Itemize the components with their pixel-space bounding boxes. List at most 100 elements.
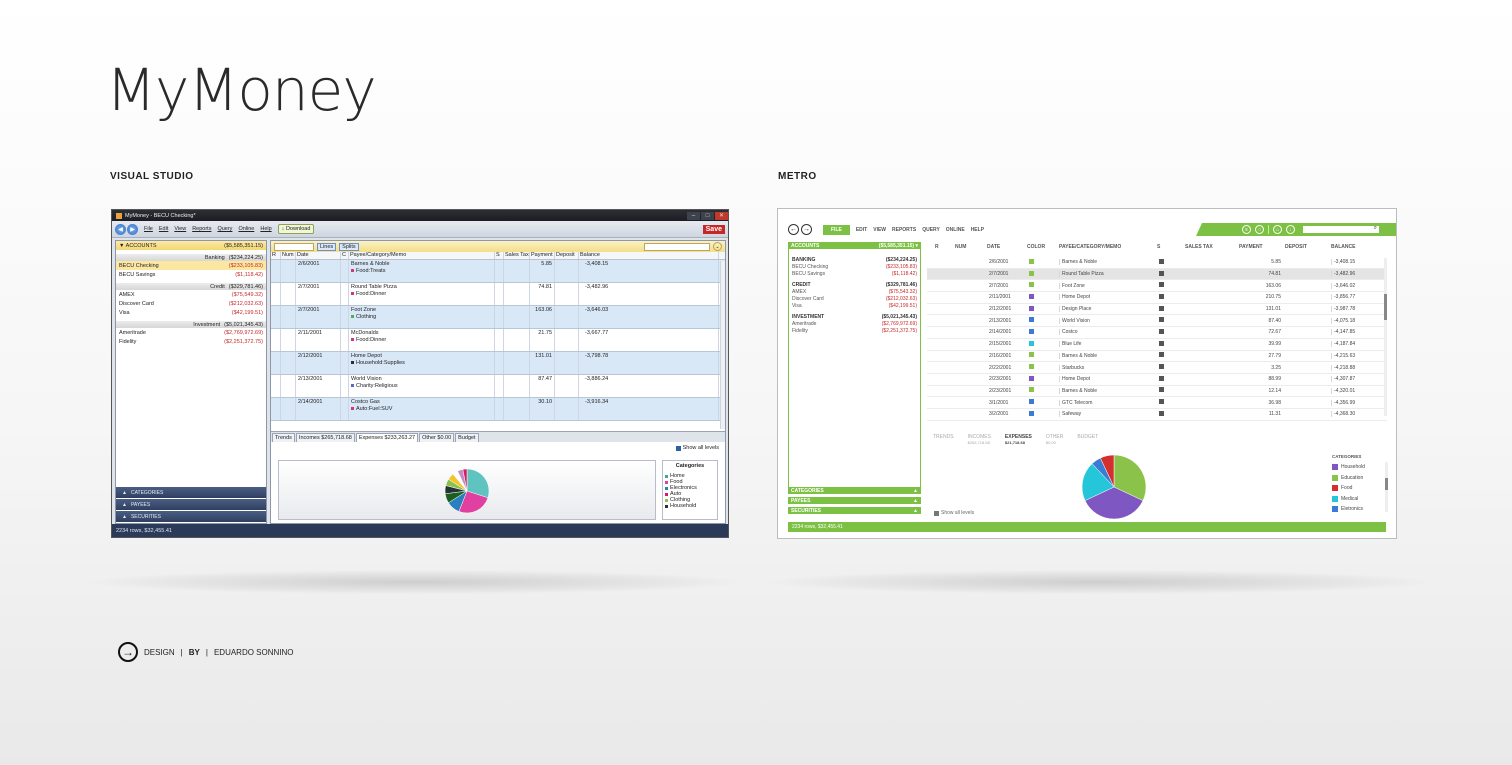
accounts-header[interactable]: ACCOUNTS ($5,585,351.15) ▾ bbox=[788, 242, 921, 249]
menu-online[interactable]: ONLINE bbox=[945, 227, 965, 233]
cell-color[interactable] bbox=[1027, 387, 1059, 394]
cell-payee[interactable]: Design Place bbox=[1059, 306, 1157, 313]
table-row[interactable]: 2/22/2001 Starbucks 3.25 -4,218.88 bbox=[927, 362, 1387, 374]
pie-slice[interactable] bbox=[1081, 463, 1115, 501]
cell-payee[interactable]: Costco bbox=[1059, 329, 1157, 336]
table-row[interactable]: 2/14/2001 Costco Gas Auto:Fuel:SUV 30.10 -3,… bbox=[271, 398, 725, 421]
account-item[interactable]: BECU Savings ($1,118.42) bbox=[116, 270, 266, 279]
cell-num[interactable] bbox=[281, 398, 296, 420]
table-row[interactable]: 2/7/2001 Foot Zone Clothing 163.06 -3,646.03 bbox=[271, 306, 725, 329]
cell-r[interactable] bbox=[271, 398, 281, 420]
table-row[interactable]: 2/7/2001 Round Table Pizza 74.81 -3,482.96 bbox=[927, 268, 1387, 281]
account-item[interactable]: Fidelity ($2,251,372.75) bbox=[116, 337, 266, 346]
menu-edit[interactable]: Edit bbox=[158, 226, 169, 232]
cell-c[interactable] bbox=[341, 306, 349, 328]
cell-s[interactable] bbox=[1157, 387, 1185, 394]
cell-num[interactable] bbox=[281, 306, 296, 328]
pie-slice[interactable] bbox=[466, 468, 490, 499]
cell-c[interactable] bbox=[341, 375, 349, 397]
account-group-header[interactable]: Credit ($329,781.46) bbox=[116, 283, 266, 290]
cell-balance[interactable]: -3,482.96 bbox=[579, 283, 719, 305]
legend-item[interactable]: Clothing bbox=[665, 497, 715, 503]
cell-balance[interactable]: -4,307.87 bbox=[1331, 376, 1381, 383]
cell-date[interactable]: 2/13/2001 bbox=[989, 317, 1012, 324]
cell-payee[interactable]: Safeway bbox=[1059, 411, 1157, 418]
back-icon[interactable]: ← bbox=[788, 224, 799, 235]
legend-item[interactable]: Home bbox=[665, 473, 715, 479]
account-item[interactable]: Fidelity ($2,251,372.75) bbox=[792, 328, 917, 335]
cell-c[interactable] bbox=[341, 260, 349, 282]
cell-r[interactable] bbox=[271, 329, 281, 351]
panel-payees[interactable]: PAYEES ▲ bbox=[788, 497, 921, 504]
legend-item[interactable]: Eletronics bbox=[1332, 504, 1388, 515]
col-header[interactable]: Deposit bbox=[555, 252, 579, 259]
menu-reports[interactable]: Reports bbox=[192, 226, 212, 232]
cell-balance[interactable]: -3,886.24 bbox=[579, 375, 719, 397]
tab-expenses[interactable]: EXPENSES $21,718.68 bbox=[1005, 434, 1032, 445]
col-header[interactable]: S bbox=[1157, 244, 1161, 250]
show-all-levels-toggle[interactable]: Show all levels bbox=[934, 510, 974, 516]
legend-item[interactable]: Auto bbox=[665, 491, 715, 497]
cell-s[interactable] bbox=[1157, 305, 1185, 313]
show-all-levels-toggle[interactable]: Show all levels bbox=[675, 445, 719, 451]
account-group-header[interactable]: CREDIT ($329,781.46) bbox=[792, 282, 917, 289]
cell-s[interactable] bbox=[1157, 293, 1185, 301]
cell-balance[interactable]: -3,482.96 bbox=[1331, 271, 1381, 278]
cell-date[interactable]: 2/7/2001 bbox=[296, 306, 341, 328]
cell-sales-tax[interactable] bbox=[504, 306, 530, 328]
cell-payee[interactable]: McDonalds Food:Dinner bbox=[349, 329, 495, 351]
cell-payee[interactable]: Round Table Pizza Food:Dinner bbox=[349, 283, 495, 305]
cell-num[interactable] bbox=[281, 329, 296, 351]
cell-payee[interactable]: Round Table Pizza bbox=[1059, 271, 1157, 278]
cell-date[interactable]: 2/16/2001 bbox=[989, 352, 1012, 359]
cell-sales-tax[interactable] bbox=[504, 375, 530, 397]
cell-color[interactable] bbox=[1027, 364, 1059, 371]
cell-balance[interactable]: -4,320.01 bbox=[1331, 387, 1381, 394]
cell-balance[interactable]: -3,408.15 bbox=[579, 260, 719, 282]
cell-sales-tax[interactable] bbox=[504, 352, 530, 374]
menu-reports[interactable]: REPORTS bbox=[892, 227, 917, 233]
menu-query[interactable]: QUERY bbox=[922, 227, 940, 233]
account-group-header[interactable]: Investment ($5,021,345.43) bbox=[116, 321, 266, 328]
cell-payee[interactable]: Blue Life bbox=[1059, 341, 1157, 348]
table-row[interactable]: 2/11/2001 McDonalds Food:Dinner 21.75 -3,667… bbox=[271, 329, 725, 352]
table-row[interactable]: 2/23/2001 Home Depot 88.99 -4,307.87 bbox=[927, 374, 1387, 386]
cell-date[interactable]: 3/1/2001 bbox=[989, 399, 1009, 406]
cell-s[interactable] bbox=[495, 283, 504, 305]
cell-c[interactable] bbox=[341, 352, 349, 374]
maximize-icon[interactable]: □ bbox=[701, 211, 714, 220]
account-item[interactable]: Discover Card ($212,032.63) bbox=[116, 299, 266, 308]
tab-other[interactable]: OTHER $0.00 bbox=[1046, 434, 1064, 445]
cell-num[interactable] bbox=[281, 260, 296, 282]
home-icon[interactable]: ⌂ bbox=[1273, 225, 1282, 234]
cell-color[interactable] bbox=[1027, 305, 1059, 313]
col-header[interactable]: C bbox=[341, 252, 349, 259]
cell-c[interactable] bbox=[341, 329, 349, 351]
forward-icon[interactable]: ▶ bbox=[127, 223, 138, 235]
tab-incomes[interactable]: Incomes $265,718.68 bbox=[295, 433, 355, 442]
cell-balance[interactable]: -4,147.85 bbox=[1331, 329, 1381, 336]
cell-date[interactable]: 2/11/2001 bbox=[989, 294, 1011, 301]
cell-payee[interactable]: Barnes & Noble bbox=[1059, 387, 1157, 394]
table-row[interactable]: 2/13/2001 World Vision 87.40 -4,075.18 bbox=[927, 315, 1387, 328]
tab-trends[interactable]: TRENDS bbox=[933, 434, 954, 445]
cell-num[interactable] bbox=[281, 375, 296, 397]
pie-slice[interactable] bbox=[1084, 486, 1144, 520]
table-row[interactable]: 2/7/2001 Round Table Pizza Food:Dinner 74.8… bbox=[271, 283, 725, 306]
col-header[interactable]: Sales Tax bbox=[505, 252, 530, 259]
cell-balance[interactable]: -3,987.78 bbox=[1331, 306, 1381, 313]
cell-sales-tax[interactable] bbox=[504, 398, 530, 420]
cell-date[interactable]: 2/14/2001 bbox=[296, 398, 341, 420]
tab-trends[interactable]: Trends bbox=[272, 433, 295, 442]
cell-s[interactable] bbox=[1157, 258, 1185, 266]
cell-payment[interactable]: 87.47 bbox=[530, 375, 555, 397]
tab-budget[interactable]: BUDGET bbox=[1077, 434, 1098, 445]
accounts-header[interactable]: ▼ ACCOUNTS ($5,585,351.15) bbox=[116, 241, 266, 250]
cell-date[interactable]: 3/2/2001 bbox=[989, 411, 1009, 418]
cell-payment[interactable]: 163.06 bbox=[1265, 282, 1281, 289]
cell-s[interactable] bbox=[495, 260, 504, 282]
legend-item[interactable]: Food bbox=[1332, 483, 1388, 494]
cell-s[interactable] bbox=[1157, 340, 1185, 348]
cell-color[interactable] bbox=[1027, 317, 1059, 324]
cell-deposit[interactable] bbox=[555, 329, 579, 351]
